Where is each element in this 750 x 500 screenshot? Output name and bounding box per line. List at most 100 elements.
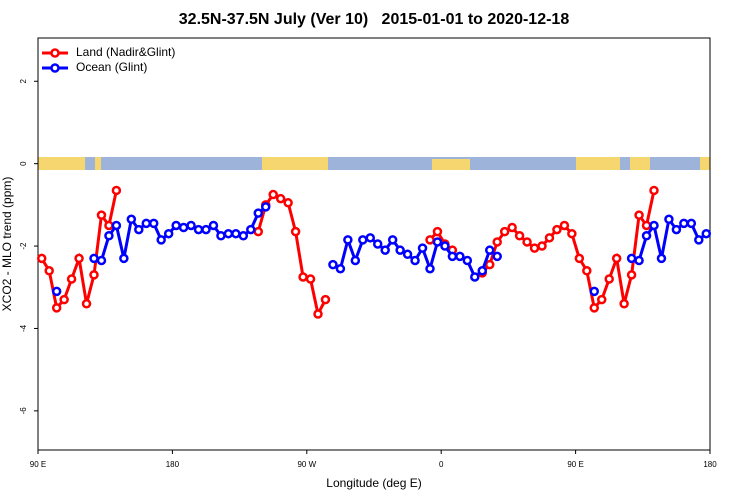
x-axis-label: Longitude (deg E) xyxy=(326,476,421,490)
data-point xyxy=(477,266,488,276)
legend-label: Land (Nadir&Glint) xyxy=(76,45,175,59)
data-point xyxy=(238,231,249,241)
data-point xyxy=(649,185,659,196)
data-point xyxy=(402,249,413,260)
data-point xyxy=(514,231,525,241)
data-point xyxy=(649,220,659,231)
data-point xyxy=(492,251,502,262)
series-line xyxy=(481,190,656,312)
data-point xyxy=(417,243,428,253)
data-point xyxy=(231,228,241,239)
data-point xyxy=(484,245,495,255)
data-point xyxy=(410,255,420,266)
data-point xyxy=(283,198,293,208)
data-point xyxy=(216,231,226,241)
data-point xyxy=(425,235,435,245)
plot-frame xyxy=(37,37,711,451)
data-point xyxy=(59,294,69,305)
data-point xyxy=(619,298,629,309)
data-point xyxy=(537,241,547,251)
data-point xyxy=(298,272,308,282)
data-point xyxy=(380,245,390,255)
data-point xyxy=(358,235,368,245)
data-point xyxy=(395,245,405,255)
data-point xyxy=(425,263,435,274)
data-point xyxy=(313,309,323,319)
data-point xyxy=(611,253,622,264)
legend-marker xyxy=(50,63,60,73)
data-point xyxy=(372,239,383,249)
data-point xyxy=(589,303,600,313)
legend-label: Ocean (Glint) xyxy=(76,60,147,74)
data-point xyxy=(664,214,674,225)
data-point xyxy=(440,241,450,251)
data-point xyxy=(484,259,495,270)
x-tick-label: 90 E xyxy=(567,460,583,469)
data-point xyxy=(275,193,286,204)
x-tick-label: 90 W xyxy=(297,460,316,469)
data-point xyxy=(552,224,562,235)
data-point xyxy=(66,274,77,284)
data-point xyxy=(686,218,697,229)
x-tick-label: 180 xyxy=(703,460,717,469)
data-point xyxy=(119,253,129,264)
data-point xyxy=(134,224,144,235)
y-tick-label: -2 xyxy=(19,242,28,250)
data-point xyxy=(641,231,652,241)
data-point xyxy=(208,220,219,231)
data-point xyxy=(499,226,510,237)
data-point xyxy=(246,224,256,235)
land-ocean-strip xyxy=(38,157,710,170)
data-point xyxy=(253,226,264,237)
data-point xyxy=(432,226,443,237)
data-point xyxy=(305,274,316,284)
data-point xyxy=(44,266,54,276)
data-point xyxy=(350,255,361,266)
data-point xyxy=(574,253,585,264)
data-point xyxy=(492,237,502,247)
data-point xyxy=(253,208,264,218)
data-point xyxy=(268,189,278,200)
data-point xyxy=(260,202,271,212)
data-point xyxy=(455,251,465,262)
data-point xyxy=(529,243,540,253)
data-point xyxy=(126,214,137,225)
data-point xyxy=(634,255,644,266)
x-tick-label: 90 E xyxy=(30,460,46,469)
y-tick-label: -6 xyxy=(19,407,28,415)
x-tick-label: 180 xyxy=(166,460,180,469)
data-point xyxy=(343,235,353,245)
data-point xyxy=(582,266,592,276)
data-point xyxy=(335,263,346,274)
data-point xyxy=(104,231,114,241)
data-point xyxy=(387,235,398,245)
data-point xyxy=(178,222,189,233)
data-point xyxy=(634,210,644,220)
data-point xyxy=(320,294,331,305)
legend-marker xyxy=(50,48,60,58)
y-tick-label: 2 xyxy=(19,78,28,83)
data-point xyxy=(671,224,682,235)
data-point xyxy=(656,253,667,264)
data-point xyxy=(89,270,99,280)
data-point xyxy=(290,226,301,237)
data-point xyxy=(74,253,84,264)
x-tick-label: 0 xyxy=(439,460,444,469)
y-tick-label: -4 xyxy=(19,324,28,332)
data-point xyxy=(432,237,443,247)
data-point xyxy=(679,218,689,229)
data-point xyxy=(96,210,107,220)
data-point xyxy=(163,228,174,239)
data-point xyxy=(559,220,570,231)
data-point xyxy=(193,224,204,235)
data-point xyxy=(694,235,704,245)
y-tick-label: 0 xyxy=(19,161,28,166)
data-point xyxy=(89,253,99,264)
data-point xyxy=(365,233,376,243)
data-point xyxy=(201,224,211,235)
data-point xyxy=(111,220,122,231)
data-point xyxy=(626,253,637,264)
data-point xyxy=(589,286,600,297)
data-point xyxy=(626,270,637,280)
